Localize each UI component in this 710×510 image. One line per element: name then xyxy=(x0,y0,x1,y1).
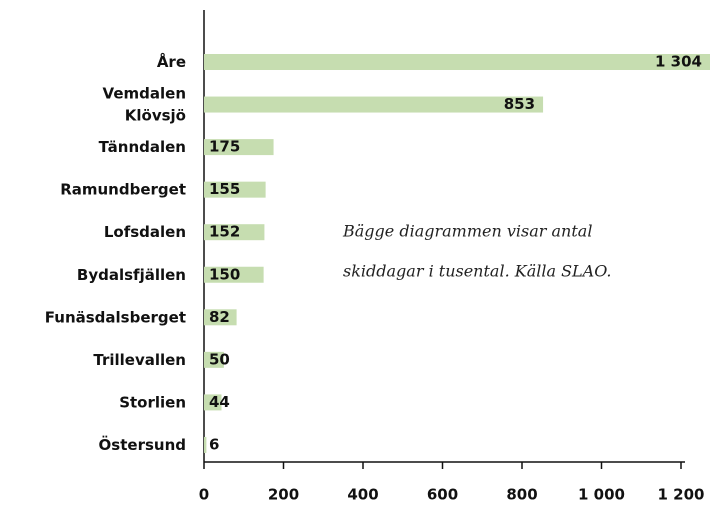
category-label: Lofsdalen xyxy=(104,223,186,241)
category-label: Tänndalen xyxy=(99,138,186,156)
category-label: Bydalsfjällen xyxy=(77,265,186,283)
x-tick-label: 0 xyxy=(199,486,209,504)
bar xyxy=(204,436,207,453)
x-tick-label: 400 xyxy=(347,486,378,504)
x-tick-label: 1 200 xyxy=(658,486,705,504)
value-label: 155 xyxy=(209,180,240,198)
bar xyxy=(204,309,237,326)
value-label: 44 xyxy=(209,393,230,411)
x-tick-label: 600 xyxy=(427,486,458,504)
bar xyxy=(204,224,265,241)
category-label: Östersund xyxy=(99,434,186,453)
category-label: Trillevallen xyxy=(93,350,186,368)
bar xyxy=(204,394,222,411)
bar xyxy=(204,139,274,156)
bar xyxy=(204,96,544,113)
category-label: Funäsdalsberget xyxy=(45,308,186,326)
bar xyxy=(204,181,266,198)
bar xyxy=(204,54,710,70)
value-label: 175 xyxy=(209,138,240,156)
value-label: 6 xyxy=(209,435,219,453)
value-label: 853 xyxy=(504,95,535,113)
value-label: 152 xyxy=(209,223,240,241)
category-label: Ramundberget xyxy=(60,180,186,198)
bar xyxy=(204,266,264,283)
annotation: Bägge diagrammen visar antal xyxy=(342,222,592,241)
value-label: 82 xyxy=(209,308,230,326)
x-tick-label: 1 000 xyxy=(578,486,625,504)
category-label: Storlien xyxy=(119,393,186,411)
category-label: Vemdalen Klövsjö xyxy=(103,84,186,124)
category-label: Åre xyxy=(157,52,186,71)
value-label: 50 xyxy=(209,350,230,368)
annotation: skiddagar i tusental. Källa SLAO. xyxy=(343,262,612,281)
value-label: 1 304 xyxy=(655,53,702,71)
x-tick-label: 200 xyxy=(268,486,299,504)
value-label: 150 xyxy=(209,265,240,283)
bar xyxy=(204,351,224,368)
x-tick-label: 800 xyxy=(506,486,537,504)
